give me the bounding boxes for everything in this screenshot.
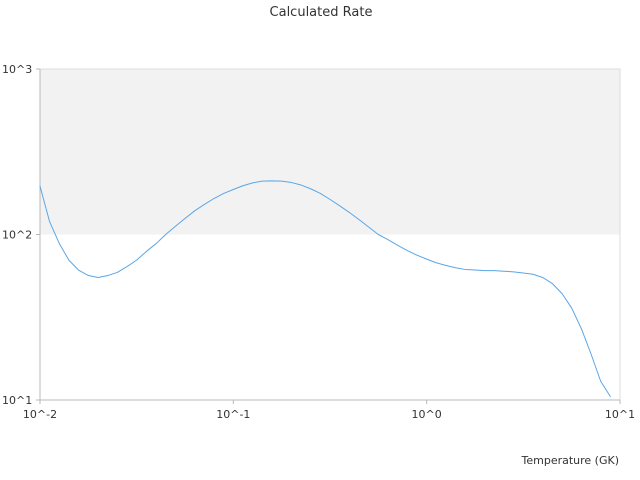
shaded-band	[40, 69, 620, 235]
x-tick-label: 10^-1	[216, 408, 250, 421]
y-tick-label: 10^1	[2, 394, 32, 407]
y-tick-label: 10^3	[2, 63, 32, 76]
chart-title: Calculated Rate	[270, 5, 373, 20]
x-axis-label: Temperature (GK)	[521, 454, 620, 467]
series-line-0	[39, 180, 611, 397]
y-tick-label: 10^2	[2, 229, 32, 242]
series-layer	[39, 180, 611, 397]
x-tick-label: 10^1	[605, 408, 635, 421]
shaded-band-layer	[40, 69, 620, 235]
x-axis-ticks: 10^-2 10^-1 10^0 10^1	[23, 400, 635, 421]
y-axis-ticks: 10^1 10^2 10^3	[2, 63, 40, 407]
x-tick-label: 10^-2	[23, 408, 57, 421]
x-tick-label: 10^0	[412, 408, 442, 421]
